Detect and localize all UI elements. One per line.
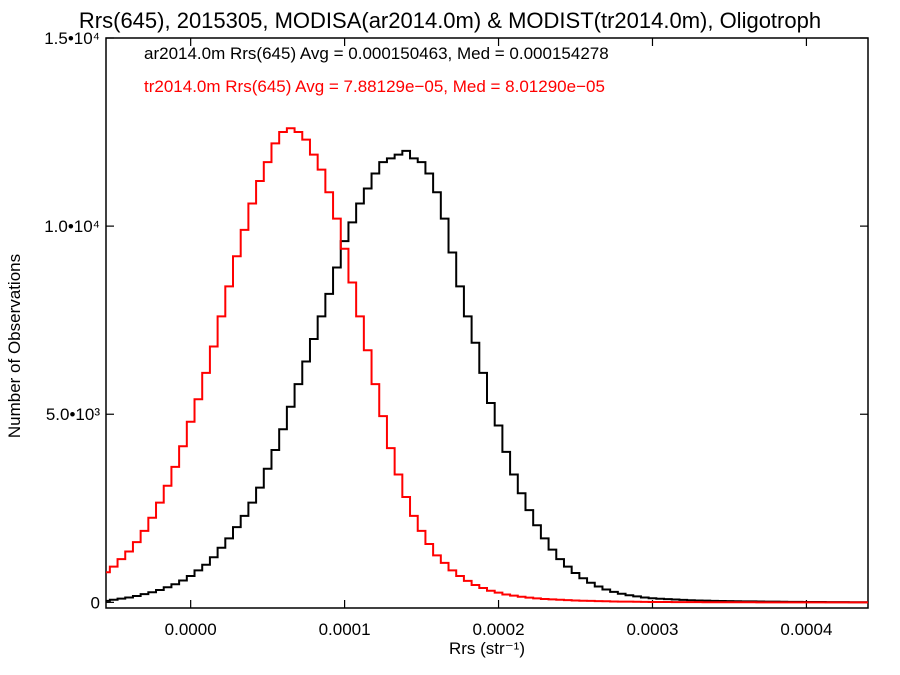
x-tick-label: 0.0003 — [626, 620, 678, 639]
y-tick-label: 5.0•10³ — [46, 405, 100, 424]
x-tick-label: 0.0004 — [780, 620, 832, 639]
y-tick-label: 1.5•10⁴ — [44, 29, 100, 48]
x-axis-label: Rrs (str⁻¹) — [449, 639, 525, 658]
series-line-1 — [106, 127, 868, 604]
plot-frame — [105, 37, 869, 609]
annotation-ar: ar2014.0m Rrs(645) Avg = 0.000150463, Me… — [144, 44, 609, 63]
x-tick-label: 0.0001 — [319, 620, 371, 639]
x-tick-label: 0.0000 — [165, 620, 217, 639]
y-axis-label: Number of Observations — [5, 254, 24, 438]
x-tick-label: 0.0002 — [473, 620, 525, 639]
series-line-0 — [106, 149, 868, 604]
axis-ticks: 0.0000 0.0001 0.0002 0.0003 0.0004 0 5.0•10³ 1.… — [44, 29, 868, 639]
chart-title: Rrs(645), 2015305, MODISA(ar2014.0m) & M… — [79, 8, 821, 33]
annotation-tr: tr2014.0m Rrs(645) Avg = 7.88129e−05, Me… — [144, 77, 605, 96]
series-layer — [106, 127, 868, 604]
y-tick-label: 0 — [91, 593, 100, 612]
y-tick-label: 1.0•10⁴ — [44, 217, 100, 236]
